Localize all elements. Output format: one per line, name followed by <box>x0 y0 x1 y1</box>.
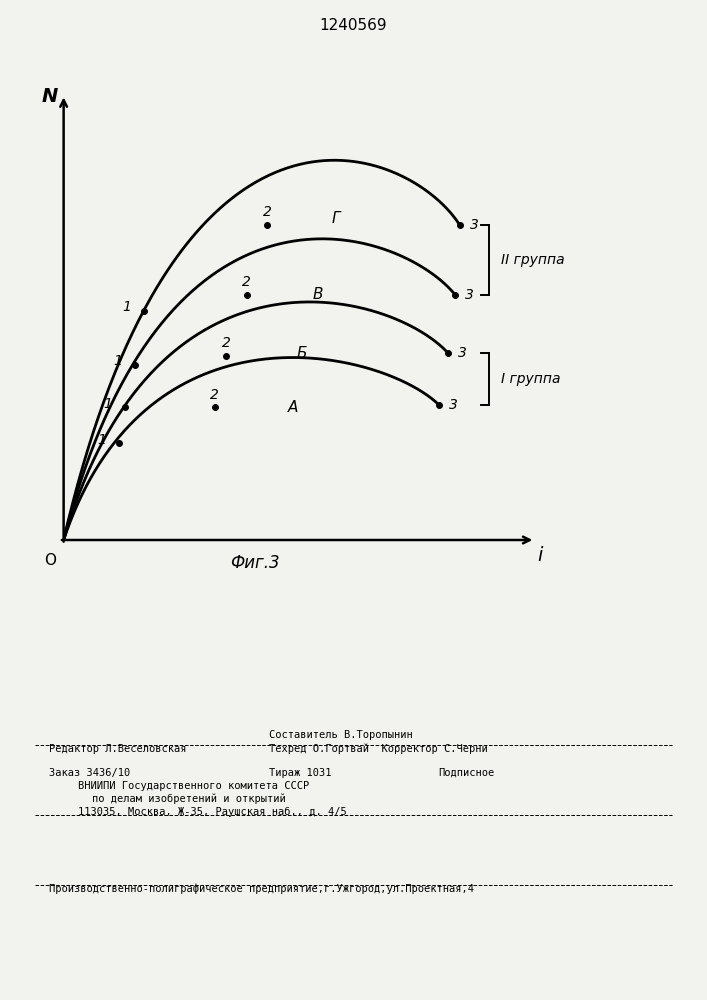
Text: Подписное: Подписное <box>438 768 495 778</box>
Text: Фиг.3: Фиг.3 <box>230 554 279 572</box>
Text: 2: 2 <box>243 275 251 289</box>
Text: II группа: II группа <box>501 253 564 267</box>
Text: 1: 1 <box>97 433 106 447</box>
Text: N: N <box>42 87 58 106</box>
Text: O: O <box>44 553 56 568</box>
Text: Заказ 3436/10: Заказ 3436/10 <box>49 768 131 778</box>
Text: 2: 2 <box>210 388 219 402</box>
Text: Техред О.Гортвай  Корректор С.Черни: Техред О.Гортвай Корректор С.Черни <box>269 744 487 754</box>
Text: 2: 2 <box>263 205 271 219</box>
Text: 2: 2 <box>222 336 230 350</box>
Text: I группа: I группа <box>501 372 561 386</box>
Text: 1240569: 1240569 <box>320 17 387 32</box>
Text: 1: 1 <box>104 397 112 411</box>
Text: Редактор Л.Веселовская: Редактор Л.Веселовская <box>49 744 187 754</box>
Text: 3: 3 <box>458 346 467 360</box>
Text: Составитель В.Торопынин: Составитель В.Торопынин <box>269 730 412 740</box>
Text: 3: 3 <box>449 398 458 412</box>
Text: 113035, Москва, Ж-35, Раушская наб., д. 4/5: 113035, Москва, Ж-35, Раушская наб., д. … <box>78 807 346 817</box>
Text: ВНИИПИ Государственного комитета СССР: ВНИИПИ Государственного комитета СССР <box>78 781 309 791</box>
Text: 3: 3 <box>465 288 474 302</box>
Text: i: i <box>537 546 542 565</box>
Text: А: А <box>287 400 298 415</box>
Text: Тираж 1031: Тираж 1031 <box>269 768 331 778</box>
Text: Производственно-полиграфическое предприятие,г.Ужгород,ул.Проектная,4: Производственно-полиграфическое предприя… <box>49 884 474 894</box>
Text: 3: 3 <box>469 218 479 232</box>
Text: по делам изобретений и открытий: по делам изобретений и открытий <box>92 794 286 804</box>
Text: Б: Б <box>296 346 307 361</box>
Text: 1: 1 <box>122 300 131 314</box>
Text: В: В <box>312 287 323 302</box>
Text: 1: 1 <box>113 354 122 368</box>
Text: Г: Г <box>332 211 340 226</box>
